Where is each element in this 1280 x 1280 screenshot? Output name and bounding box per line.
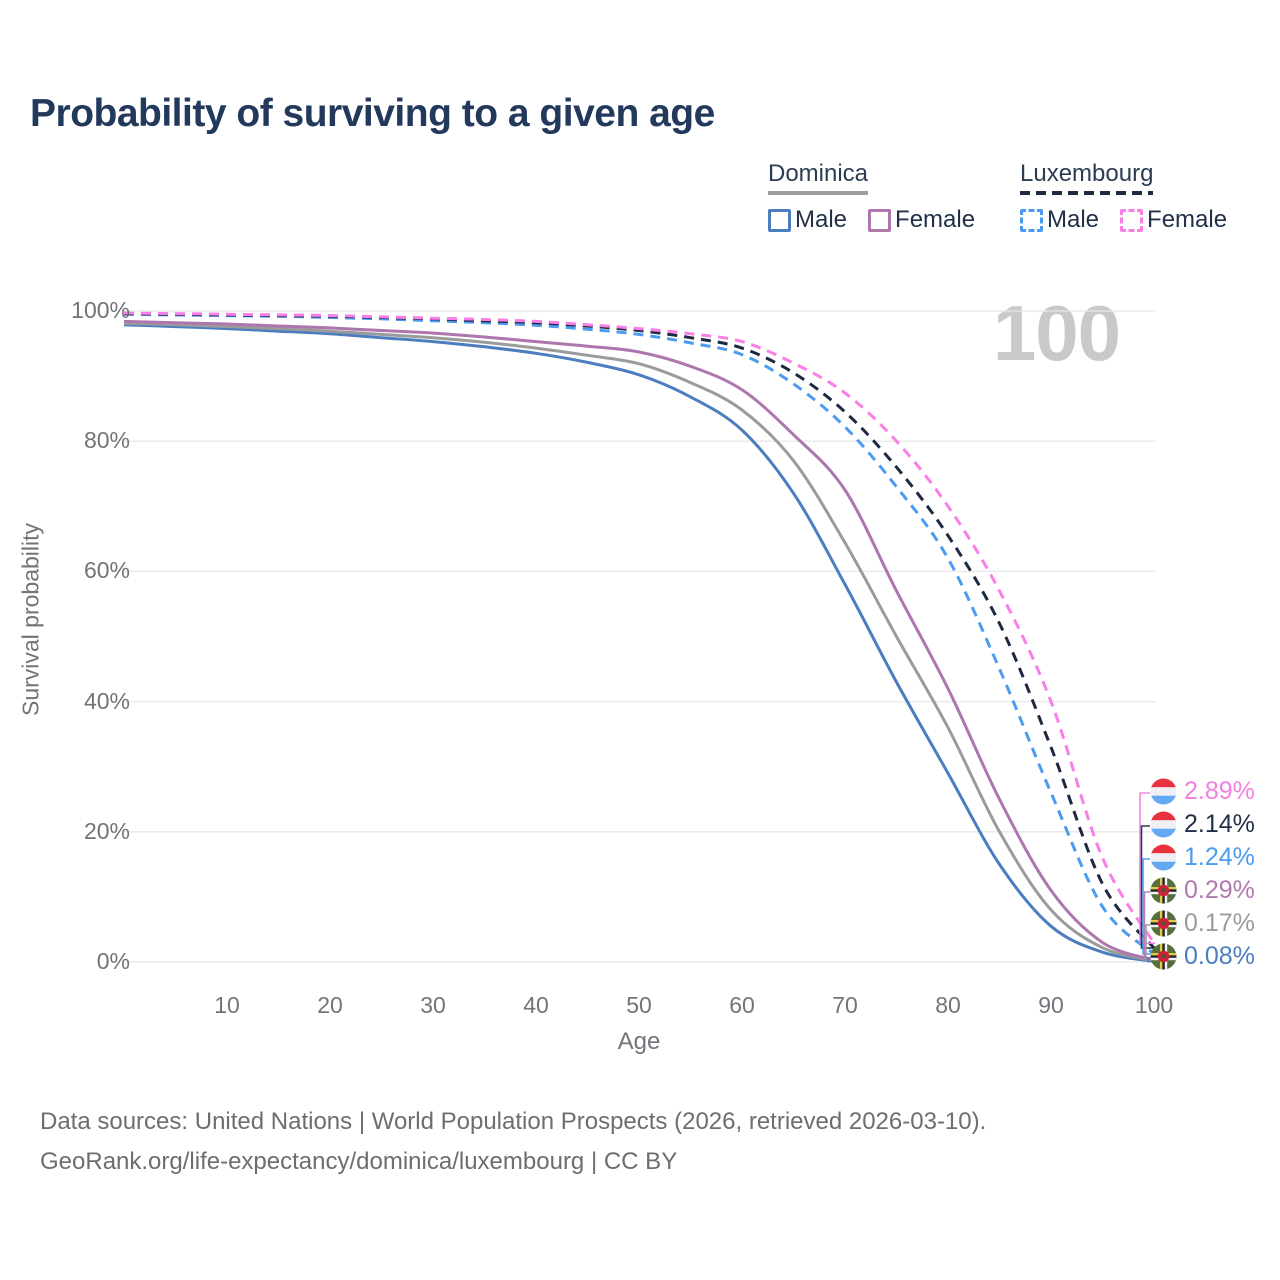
end-label-luxembourg-male: 1.24% bbox=[1150, 843, 1255, 872]
dominica-male-swatch-icon bbox=[768, 208, 791, 232]
page-title: Probability of surviving to a given age bbox=[30, 92, 715, 135]
legend-item-label: Female bbox=[895, 206, 976, 233]
legend-item-dominica-female[interactable]: Female bbox=[868, 206, 975, 234]
y-tick-label: 0% bbox=[96, 948, 130, 974]
hover-age-watermark: 100 bbox=[992, 289, 1121, 377]
end-label-dominica-total: 0.17% bbox=[1150, 909, 1255, 938]
end-label-luxembourg-total: 2.14% bbox=[1150, 810, 1255, 839]
y-tick-label: 100% bbox=[71, 297, 130, 323]
x-tick-label: 70 bbox=[832, 992, 858, 1018]
dominica-solid-line-swatch bbox=[768, 191, 869, 195]
end-label-value: 0.08% bbox=[1184, 942, 1255, 970]
data-sources-text: Data sources: United Nations | World Pop… bbox=[40, 1108, 987, 1135]
end-label-dominica-male: 0.08% bbox=[1150, 942, 1255, 971]
dominica-female-swatch-icon bbox=[868, 208, 892, 232]
end-label-connector bbox=[1146, 957, 1155, 963]
x-tick-label: 90 bbox=[1038, 992, 1064, 1018]
legend-header-luxembourg: Luxembourg bbox=[1020, 160, 1154, 195]
end-label-value: 0.17% bbox=[1184, 909, 1255, 937]
series-curve[interactable] bbox=[123, 312, 1156, 950]
y-tick-label: 20% bbox=[83, 818, 130, 844]
x-tick-label: 50 bbox=[626, 992, 652, 1018]
attribution-link-text: GeoRank.org/life-expectancy/dominica/lux… bbox=[40, 1148, 678, 1175]
legend-item-label: Male bbox=[795, 206, 848, 233]
luxembourg-flag-icon bbox=[1150, 778, 1177, 805]
luxembourg-flag-icon bbox=[1150, 811, 1177, 838]
series-curve[interactable] bbox=[123, 311, 1156, 944]
end-label-value: 0.29% bbox=[1184, 876, 1255, 904]
end-label-value: 2.89% bbox=[1184, 777, 1255, 805]
x-tick-label: 60 bbox=[729, 992, 755, 1018]
luxembourg-female-swatch-icon bbox=[1120, 208, 1144, 232]
end-label-connector bbox=[1140, 825, 1155, 949]
x-tick-label: 100 bbox=[1134, 992, 1174, 1018]
legend-item-label: Male bbox=[1047, 206, 1100, 233]
end-label-connector bbox=[1142, 858, 1155, 955]
y-tick-label: 80% bbox=[83, 427, 130, 453]
series-curve[interactable] bbox=[123, 319, 1155, 962]
x-tick-label: 80 bbox=[935, 992, 961, 1018]
x-tick-label: 40 bbox=[523, 992, 549, 1018]
series-curve[interactable] bbox=[123, 323, 1155, 963]
series-curve[interactable] bbox=[123, 321, 1155, 963]
dominica-flag-icon bbox=[1150, 943, 1177, 970]
x-tick-label: 30 bbox=[420, 992, 446, 1018]
x-axis-title: Age bbox=[617, 1028, 661, 1055]
dominica-flag-icon bbox=[1150, 877, 1177, 904]
legend-group-luxembourg: Luxembourg Male Female bbox=[1020, 160, 1248, 234]
series-curve[interactable] bbox=[123, 312, 1156, 956]
y-tick-label: 60% bbox=[83, 557, 130, 583]
y-axis-title: Survival probability bbox=[17, 522, 44, 717]
end-label-value: 1.24% bbox=[1184, 843, 1255, 871]
end-label-connector bbox=[1143, 891, 1155, 961]
end-label-value: 2.14% bbox=[1184, 810, 1255, 838]
x-tick-label: 10 bbox=[214, 992, 240, 1018]
end-label-luxembourg-female: 2.89% bbox=[1150, 777, 1255, 806]
legend-item-luxembourg-female[interactable]: Female bbox=[1120, 206, 1227, 234]
luxembourg-male-swatch-icon bbox=[1020, 208, 1043, 232]
y-tick-label: 40% bbox=[83, 688, 130, 714]
luxembourg-flag-icon bbox=[1150, 844, 1177, 871]
legend-group-dominica: Dominica Male Female bbox=[768, 160, 996, 234]
dominica-flag-icon bbox=[1150, 910, 1177, 937]
x-tick-label: 20 bbox=[317, 992, 343, 1018]
legend-item-dominica-male[interactable]: Male bbox=[768, 206, 847, 234]
end-label-dominica-female: 0.29% bbox=[1150, 876, 1255, 905]
legend-header-dominica: Dominica bbox=[768, 160, 869, 195]
luxembourg-dashed-line-swatch bbox=[1020, 191, 1154, 195]
legend-item-label: Female bbox=[1147, 206, 1228, 233]
legend-group-label: Luxembourg bbox=[1020, 160, 1154, 187]
end-label-connector bbox=[1139, 792, 1155, 944]
legend-item-luxembourg-male[interactable]: Male bbox=[1020, 206, 1099, 234]
legend-group-label: Dominica bbox=[768, 160, 869, 187]
